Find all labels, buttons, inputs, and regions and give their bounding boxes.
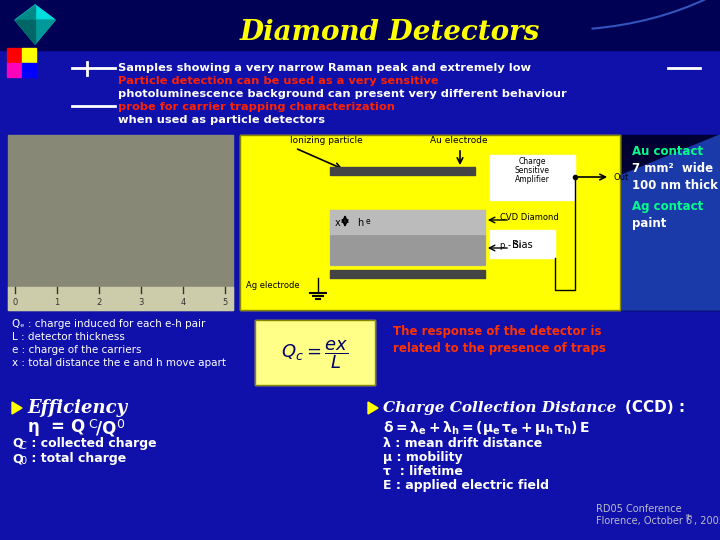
Text: $\mathbf{\eta}$  = Q: $\mathbf{\eta}$ = Q xyxy=(27,417,86,438)
Text: Charge Collection Distance: Charge Collection Distance xyxy=(383,401,616,415)
Text: 7 mm²  wide: 7 mm² wide xyxy=(632,162,713,175)
Text: CVD Diamond: CVD Diamond xyxy=(500,213,559,222)
Text: Samples showing a very narrow Raman peak and extremely low: Samples showing a very narrow Raman peak… xyxy=(118,63,531,73)
Text: Amplifier: Amplifier xyxy=(515,175,549,184)
Bar xyxy=(22,63,36,77)
Text: Diamond Detectors: Diamond Detectors xyxy=(240,18,540,45)
Text: p - Si: p - Si xyxy=(500,241,521,250)
Text: : collected charge: : collected charge xyxy=(27,437,157,450)
Text: μ : mobility: μ : mobility xyxy=(383,451,463,464)
Text: 5: 5 xyxy=(222,298,228,307)
Bar xyxy=(490,155,575,200)
Text: Q: Q xyxy=(12,452,22,465)
Text: E : applied electric field: E : applied electric field xyxy=(383,479,549,492)
Text: /Q: /Q xyxy=(96,419,117,437)
Text: probe for carrier trapping characterization: probe for carrier trapping characterizat… xyxy=(118,102,395,112)
Text: 3: 3 xyxy=(138,298,144,307)
Text: Out: Out xyxy=(613,172,629,181)
Text: when used as particle detectors: when used as particle detectors xyxy=(118,115,325,125)
Polygon shape xyxy=(12,402,22,414)
Text: Au contact: Au contact xyxy=(632,145,703,158)
Bar xyxy=(330,167,475,175)
Text: Ag contact: Ag contact xyxy=(632,200,703,213)
Text: The response of the detector is: The response of the detector is xyxy=(393,325,601,338)
Bar xyxy=(8,135,233,310)
Bar xyxy=(240,135,620,310)
Text: x: x xyxy=(334,218,340,228)
Polygon shape xyxy=(15,5,35,20)
Text: 0: 0 xyxy=(12,298,17,307)
Text: RD05 Conference: RD05 Conference xyxy=(596,504,682,514)
Bar xyxy=(22,48,36,62)
Polygon shape xyxy=(15,20,35,44)
Text: C: C xyxy=(88,418,96,431)
Bar xyxy=(255,320,375,385)
Text: photoluminescence background can present very different behaviour: photoluminescence background can present… xyxy=(118,89,567,99)
Text: 0: 0 xyxy=(20,456,26,466)
Polygon shape xyxy=(35,20,55,44)
Polygon shape xyxy=(368,402,378,414)
Bar xyxy=(330,210,485,265)
Polygon shape xyxy=(622,135,720,310)
Bar xyxy=(330,270,485,278)
Text: th: th xyxy=(686,514,693,520)
Text: τ  : lifetime: τ : lifetime xyxy=(383,465,463,478)
Text: 100 nm thick: 100 nm thick xyxy=(632,179,718,192)
Text: λ : mean drift distance: λ : mean drift distance xyxy=(383,437,542,450)
Text: x : total distance the e and h move apart: x : total distance the e and h move apar… xyxy=(12,358,226,368)
Text: $Q_c = \dfrac{ex}{L}$: $Q_c = \dfrac{ex}{L}$ xyxy=(282,339,348,372)
Bar xyxy=(7,63,21,77)
Text: Efficiency: Efficiency xyxy=(27,399,127,417)
Text: 0: 0 xyxy=(116,418,124,431)
Text: Charge: Charge xyxy=(518,157,546,166)
Text: L : detector thickness: L : detector thickness xyxy=(12,332,125,342)
Text: h: h xyxy=(357,218,364,228)
Bar xyxy=(255,320,375,385)
Text: (CCD) :: (CCD) : xyxy=(625,401,685,415)
Text: Q: Q xyxy=(12,437,22,450)
Bar xyxy=(240,135,620,310)
Text: $\mathbf{\delta = \lambda_e + \lambda_h = (\mu_e\,\tau_e + \mu_h\,\tau_h)\,E}$: $\mathbf{\delta = \lambda_e + \lambda_h … xyxy=(383,419,590,437)
Text: Bias: Bias xyxy=(512,240,532,250)
Polygon shape xyxy=(15,5,55,44)
Text: C: C xyxy=(20,441,27,451)
Polygon shape xyxy=(35,5,55,20)
Text: Ionizing particle: Ionizing particle xyxy=(290,136,363,145)
Bar xyxy=(490,230,555,258)
Text: paint: paint xyxy=(632,217,667,230)
Bar xyxy=(330,235,485,265)
Text: 1: 1 xyxy=(55,298,60,307)
Text: Qₑ : charge induced for each e-h pair: Qₑ : charge induced for each e-h pair xyxy=(12,319,205,329)
Bar xyxy=(7,48,21,62)
Text: e: e xyxy=(366,217,371,226)
Text: Sensitive: Sensitive xyxy=(515,166,549,175)
Bar xyxy=(8,287,233,310)
Text: , 2005: , 2005 xyxy=(694,516,720,526)
Text: Florence, October 6: Florence, October 6 xyxy=(596,516,692,526)
Bar xyxy=(622,135,720,310)
Text: 4: 4 xyxy=(181,298,186,307)
Text: Ag electrode: Ag electrode xyxy=(246,281,300,290)
Text: Au electrode: Au electrode xyxy=(430,136,487,145)
Text: Particle detection can be used as a very sensitive: Particle detection can be used as a very… xyxy=(118,76,438,86)
Text: e : charge of the carriers: e : charge of the carriers xyxy=(12,345,142,355)
Text: related to the presence of traps: related to the presence of traps xyxy=(393,342,606,355)
Text: 2: 2 xyxy=(96,298,102,307)
Text: : total charge: : total charge xyxy=(27,452,126,465)
Bar xyxy=(0,0,720,50)
